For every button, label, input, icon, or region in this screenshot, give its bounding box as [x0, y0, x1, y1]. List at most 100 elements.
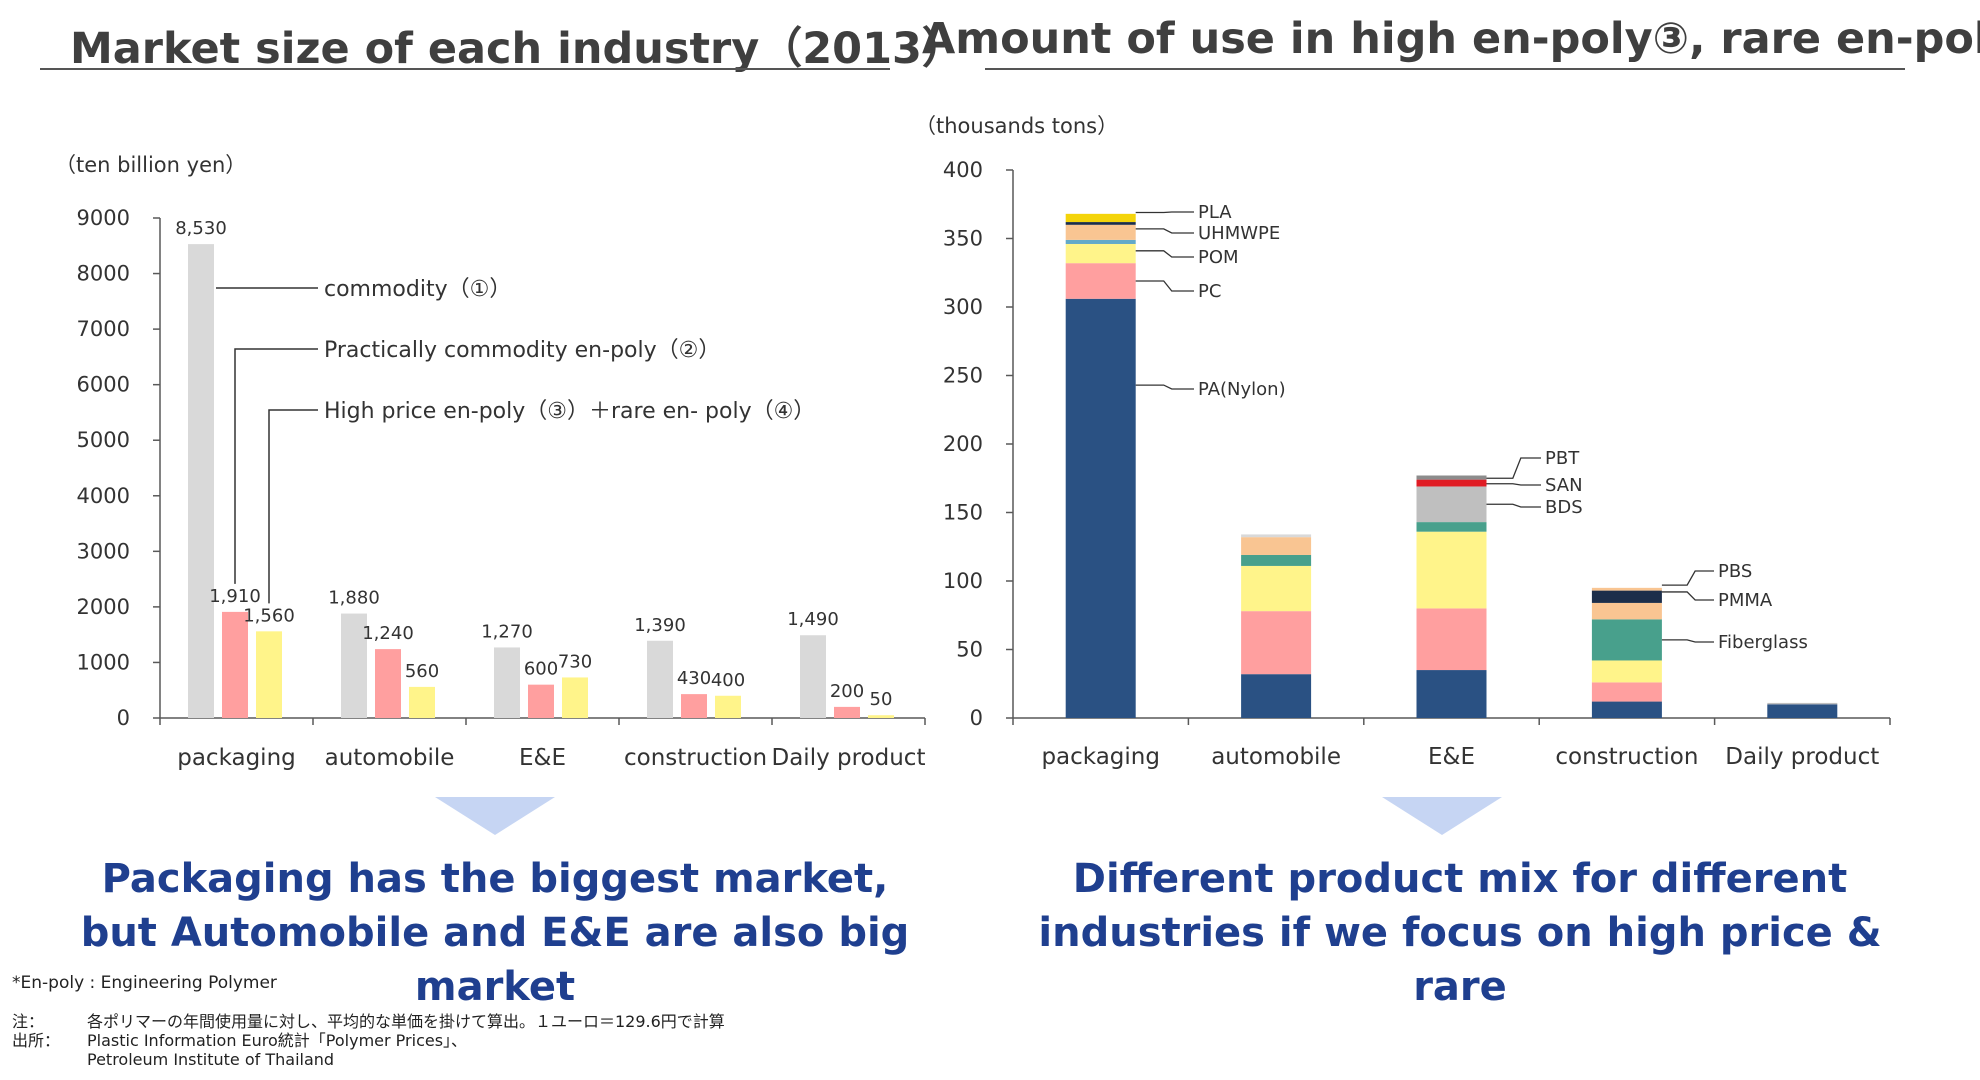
- stack-segment: [1065, 298, 1136, 718]
- y-tick-label: 2000: [77, 595, 130, 619]
- source-notes: 注： 各ポリマーの年間使用量に対し、平均的な単価を掛けて算出。１ユーロ＝129.…: [12, 1012, 725, 1069]
- annotation-label: POM: [1198, 247, 1239, 268]
- stack-segment: [1591, 682, 1662, 702]
- data-label: 1,910: [209, 586, 261, 607]
- bar: [222, 611, 248, 718]
- x-tick-label: Daily product: [772, 745, 926, 771]
- y-tick-label: 250: [943, 364, 983, 388]
- bar: [800, 635, 826, 718]
- bar: [562, 677, 588, 718]
- data-label: 200: [830, 681, 864, 702]
- bar: [647, 640, 673, 718]
- y-tick-label: 3000: [77, 539, 130, 563]
- stack-segment: [1065, 224, 1136, 240]
- right-chart-title: Amount of use in high en-poly③, rare en-…: [922, 14, 1980, 64]
- stack-segment: [1767, 704, 1838, 718]
- annotation-label: PA(Nylon): [1198, 379, 1286, 400]
- annotation-leader-line: [1486, 503, 1541, 508]
- annotation-leader-line: [1661, 570, 1714, 586]
- stack-segment: [1241, 537, 1312, 555]
- stack-segment: [1416, 531, 1487, 609]
- stack-segment: [1416, 522, 1487, 532]
- left-chart-title: Market size of each industry（2013）: [70, 24, 965, 74]
- stack-segment: [1416, 475, 1487, 480]
- legend-label: Practically commodity en-poly（②）: [324, 338, 720, 363]
- legend-callout-line: [234, 348, 318, 584]
- right-summary: Different product mix for different indu…: [1038, 856, 1882, 1010]
- stack-segment: [1065, 213, 1136, 223]
- right-title-underline: [985, 68, 1905, 70]
- note-text: 各ポリマーの年間使用量に対し、平均的な単価を掛けて算出。１ユーロ＝129.6円で…: [87, 1012, 725, 1031]
- x-tick-label: E&E: [519, 745, 566, 771]
- annotation-leader-line: [1135, 280, 1194, 292]
- annotation-label: PMMA: [1718, 590, 1773, 611]
- bar: [256, 631, 282, 718]
- stack-segment: [1591, 660, 1662, 683]
- annotation-leader-line: [1486, 483, 1541, 486]
- annotation-leader-line: [1135, 228, 1194, 234]
- en-poly-usage-chart: 0 50 100 150 200 250 300 350 400 （thousands tons）…: [915, 114, 1891, 770]
- note-key: 出所：: [12, 1031, 61, 1050]
- annotation-label: PBT: [1545, 448, 1580, 469]
- stack-segment: [1241, 534, 1312, 538]
- market-size-chart: 0 1000 2000 3000 4000 5000 6000 7000 8000 9000 （te…: [55, 153, 926, 771]
- y-tick-label: 300: [943, 295, 983, 319]
- annotation-label: BDS: [1545, 497, 1583, 518]
- bar: [868, 715, 894, 718]
- y-tick-label: 5000: [77, 428, 130, 452]
- stack-segment: [1416, 608, 1487, 671]
- annotation-label: UHMWPE: [1198, 223, 1280, 244]
- bar: [834, 706, 860, 718]
- stack-segment: [1065, 222, 1136, 225]
- y-tick-label: 7000: [77, 317, 130, 341]
- down-arrow-left: [435, 797, 555, 835]
- note-text: Petroleum Institute of Thailand: [87, 1050, 335, 1069]
- x-tick-label: construction: [1555, 744, 1698, 770]
- y-tick-label: 50: [956, 638, 983, 662]
- stack-segment: [1065, 243, 1136, 264]
- y-tick-label: 4000: [77, 484, 130, 508]
- data-label: 400: [711, 670, 745, 691]
- legend-callout-line: [268, 409, 318, 604]
- x-tick-label: packaging: [1041, 744, 1160, 770]
- legend-label: High price en-poly（③）＋rare en- poly（④）: [324, 399, 815, 424]
- x-tick-label: automobile: [325, 745, 455, 771]
- data-label: 8,530: [175, 218, 227, 239]
- note-text: Plastic Information Euro統計「Polymer Price…: [87, 1031, 468, 1050]
- x-tick-label: Daily product: [1725, 744, 1879, 770]
- x-tick-label: packaging: [177, 745, 296, 771]
- annotation-label: Fiberglass: [1718, 632, 1808, 653]
- annotation-leader-line: [1661, 591, 1714, 601]
- stack-segment: [1591, 619, 1662, 661]
- y-tick-label: 400: [943, 158, 983, 182]
- data-label: 430: [677, 668, 711, 689]
- bar: [681, 694, 707, 718]
- bar: [375, 649, 401, 718]
- stack-segment: [1065, 263, 1136, 299]
- annotation-label: PBS: [1718, 561, 1752, 582]
- annotation-label: PC: [1198, 281, 1221, 302]
- annotation-label: SAN: [1545, 475, 1583, 496]
- data-label: 1,240: [362, 623, 414, 644]
- note-key: 注：: [12, 1012, 45, 1031]
- y-tick-label: 350: [943, 227, 983, 251]
- x-tick-label: construction: [624, 745, 767, 771]
- x-tick-label: E&E: [1428, 744, 1475, 770]
- x-tick-label: automobile: [1211, 744, 1341, 770]
- data-label: 1,880: [328, 588, 380, 609]
- stack-segment: [1241, 554, 1312, 566]
- annotation-label: PLA: [1198, 202, 1232, 223]
- bar: [409, 686, 435, 718]
- y-tick-label: 9000: [77, 206, 130, 230]
- data-label: 560: [405, 661, 439, 682]
- annotation-leader-line: [1135, 384, 1194, 390]
- stack-segment: [1591, 590, 1662, 603]
- bar: [188, 244, 214, 718]
- y-tick-label: 1000: [77, 650, 130, 674]
- note-row: Petroleum Institute of Thailand: [12, 1050, 725, 1069]
- note-key: [12, 1050, 87, 1069]
- annotation-leader-line: [1486, 457, 1541, 479]
- y-tick-label: 6000: [77, 373, 130, 397]
- y-tick-label: 8000: [77, 262, 130, 286]
